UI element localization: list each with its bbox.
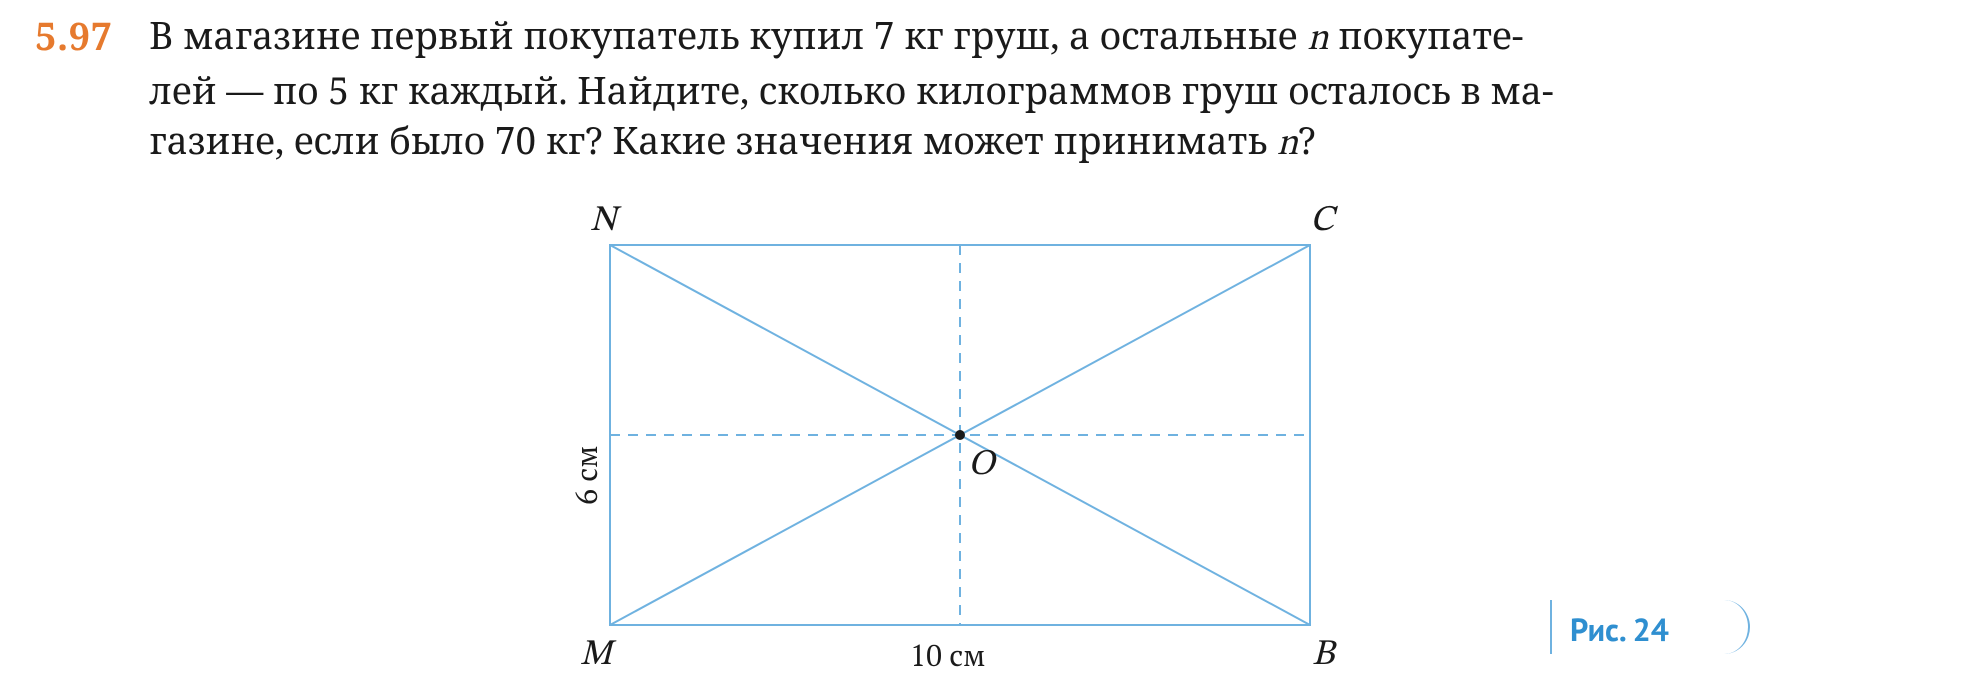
label-M: M (580, 633, 612, 678)
problem-line1b: покупате- (1329, 9, 1524, 60)
figure-caption: Рис. 24 (1550, 600, 1750, 654)
dim-height: 6 см (566, 446, 606, 505)
dim-width: 10 см (910, 635, 985, 675)
center-dot (955, 430, 965, 440)
page: 5.97 В магазине первый покупатель купил … (0, 0, 1969, 679)
problem-text: В магазине первый покупатель купил 7 кг … (149, 10, 1909, 170)
problem-line2: лей — по 5 кг каждый. Найдите, сколько к… (149, 64, 1553, 115)
problem-var1: n (1307, 21, 1328, 58)
problem-number: 5.97 (35, 10, 145, 62)
figure-rectangle: N C M B O 10 см 6 см (490, 185, 1470, 675)
label-C: C (1310, 199, 1334, 244)
figure-caption-text: Рис. 24 (1570, 608, 1669, 650)
problem-line3b: ? (1298, 114, 1316, 165)
problem-block: 5.97 В магазине первый покупатель купил … (35, 10, 1935, 170)
figure-svg (490, 185, 1470, 675)
problem-line3a: газине, если было 70 кг? Какие значения … (149, 114, 1277, 165)
label-N: N (590, 199, 617, 244)
label-O: O (968, 443, 995, 488)
problem-var2: n (1277, 126, 1298, 163)
problem-line1a: В магазине первый покупатель купил 7 кг … (149, 9, 1307, 60)
label-B: B (1312, 633, 1334, 678)
